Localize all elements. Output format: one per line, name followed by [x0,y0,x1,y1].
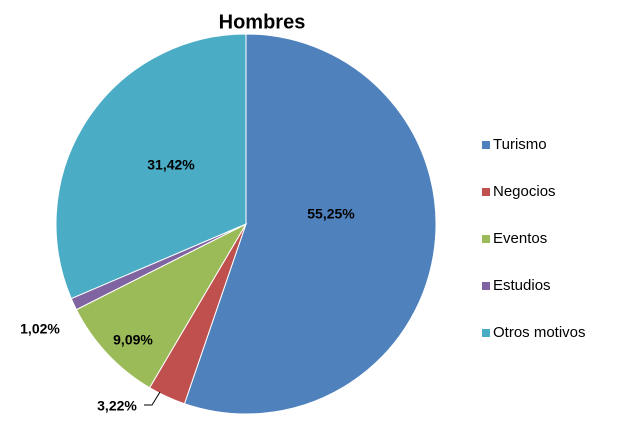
data-label: 55,25% [307,206,355,222]
pie-slice [75,222,248,389]
data-label: 9,09% [113,332,153,348]
leader-line [144,391,161,406]
legend-swatch [482,141,490,149]
legend-label: Otros motivos [493,324,586,341]
data-label: 31,42% [147,157,195,173]
legend-label: Negocios [493,183,556,200]
legend-swatch [482,329,490,337]
legend-label: Eventos [493,230,547,247]
legend-swatch [482,188,490,196]
legend-swatch [482,235,490,243]
legend-swatch [482,282,490,290]
legend-label: Turismo [493,136,547,153]
data-label: 1,02% [20,321,60,337]
pie-slice [183,33,437,415]
legend-label: Estudios [493,277,551,294]
chart-title: Hombres [219,11,306,33]
data-label: 3,22% [97,398,137,414]
pie-slice [55,33,247,300]
